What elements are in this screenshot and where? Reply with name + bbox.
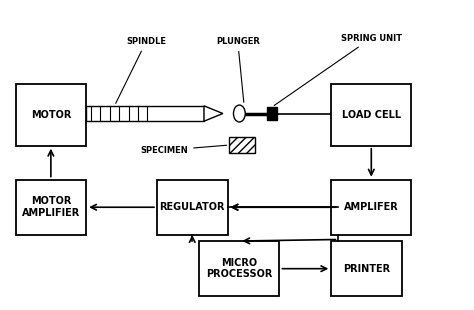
Ellipse shape [234,105,245,122]
Text: SPRING UNIT: SPRING UNIT [274,34,401,105]
Text: PLUNGER: PLUNGER [216,37,260,102]
Text: AMPLIFER: AMPLIFER [344,202,399,212]
Bar [86,106,204,121]
Polygon shape [204,106,223,121]
Bar [331,84,411,146]
Bar [229,137,255,153]
Text: SPINDLE: SPINDLE [116,37,166,103]
Text: SPECIMEN: SPECIMEN [140,145,227,155]
Text: LOAD CELL: LOAD CELL [342,110,401,120]
Text: MOTOR
AMPLIFIER: MOTOR AMPLIFIER [22,197,80,218]
Bar [331,179,411,235]
Text: MICRO
PROCESSOR: MICRO PROCESSOR [206,258,273,280]
Text: MOTOR: MOTOR [31,110,71,120]
Bar [267,107,277,120]
Bar [157,179,228,235]
Bar [331,241,402,296]
Bar [16,84,86,146]
Text: REGULATOR: REGULATOR [159,202,225,212]
Bar [199,241,279,296]
Text: PRINTER: PRINTER [343,264,390,274]
Bar [16,179,86,235]
